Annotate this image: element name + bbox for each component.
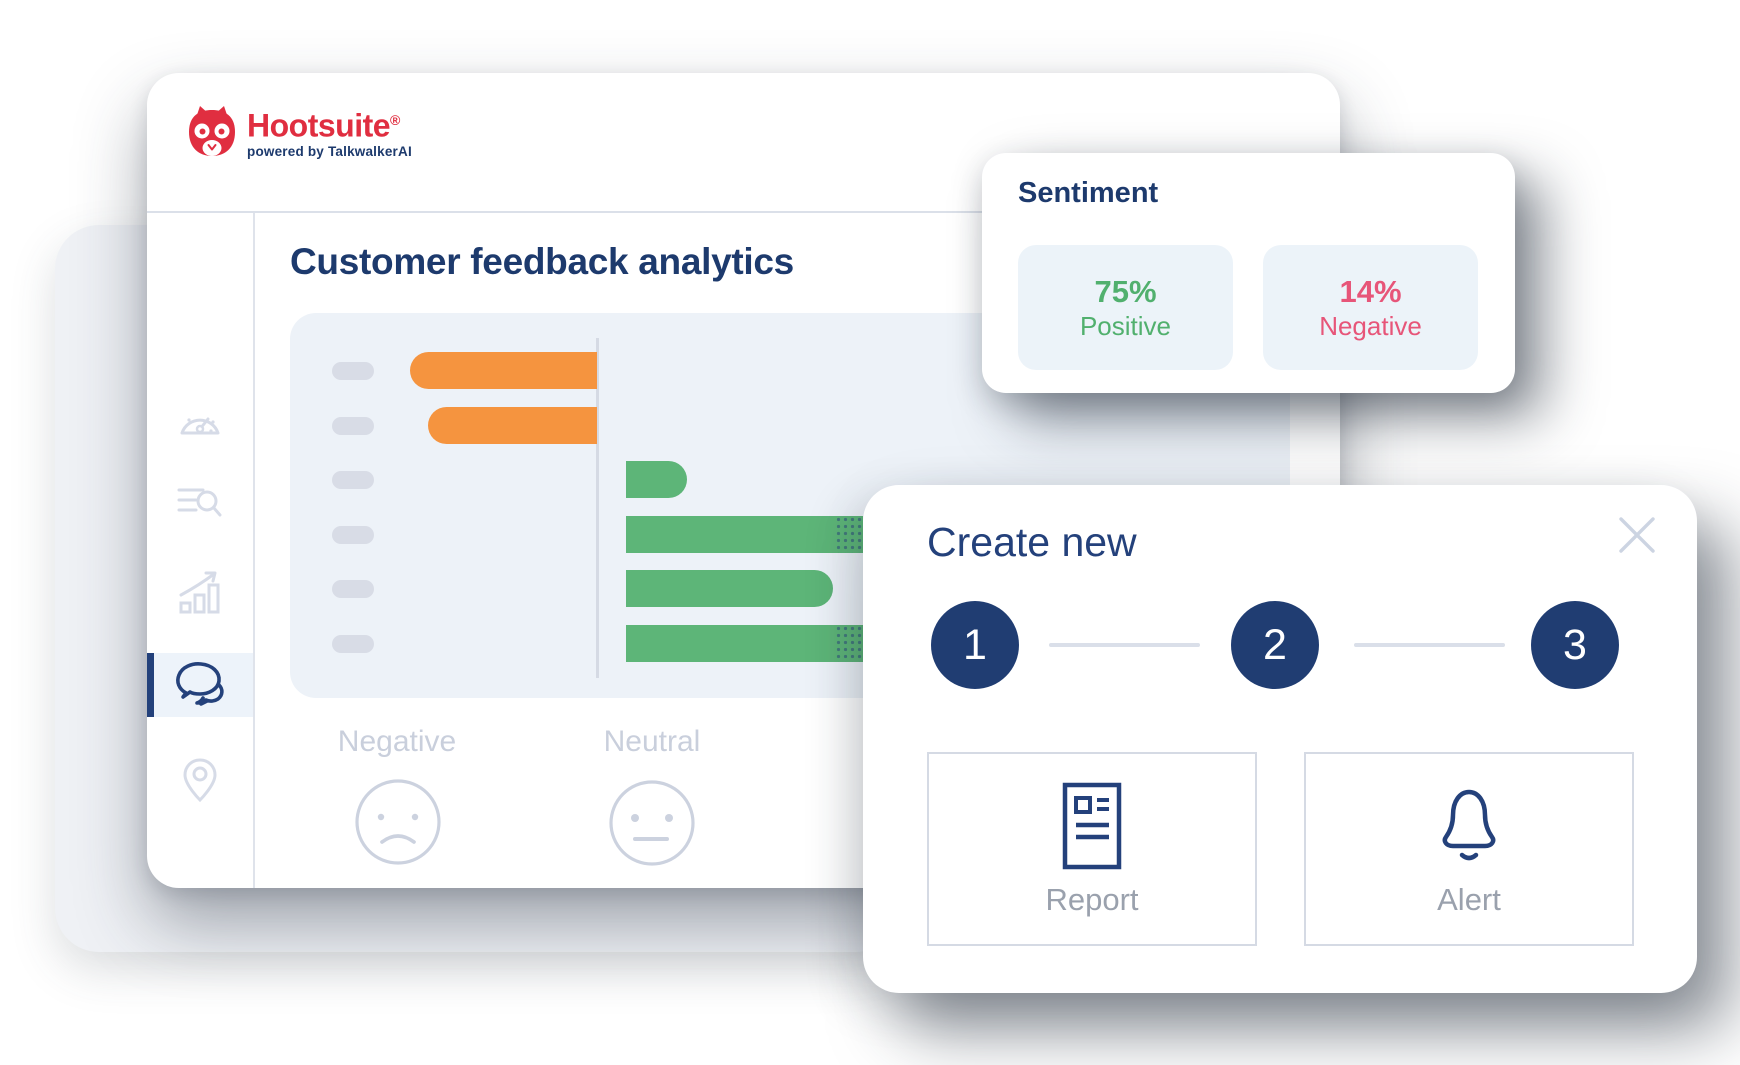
search-streams-icon bbox=[177, 488, 222, 517]
report-option-label: Report bbox=[1045, 882, 1139, 917]
conversations-chat-icon bbox=[176, 662, 224, 706]
sidebar-item-analytics[interactable] bbox=[147, 560, 253, 624]
chart-plot bbox=[290, 313, 1290, 698]
step-1-indicator[interactable]: 1 bbox=[931, 601, 1019, 689]
positive-bar bbox=[626, 570, 833, 607]
page-title: Customer feedback analytics bbox=[290, 241, 794, 282]
step-3-indicator[interactable]: 3 bbox=[1531, 601, 1619, 689]
location-pin-icon bbox=[183, 758, 217, 803]
positive-percentage: 75% bbox=[1094, 273, 1157, 309]
sidebar-item-dashboard[interactable] bbox=[147, 388, 253, 452]
close-button[interactable] bbox=[1615, 513, 1659, 557]
sidebar-nav bbox=[147, 213, 255, 888]
negative-label: Negative bbox=[1319, 310, 1422, 341]
row-label-dash bbox=[332, 471, 374, 489]
sidebar-item-search-streams[interactable] bbox=[147, 470, 253, 534]
row-label-dash bbox=[332, 526, 374, 544]
sad-face-icon bbox=[350, 774, 446, 870]
active-indicator-bar bbox=[147, 653, 154, 717]
alert-option-label: Alert bbox=[1437, 882, 1501, 917]
negative-bar bbox=[428, 407, 597, 444]
positive-bar bbox=[626, 461, 687, 498]
header-divider bbox=[147, 211, 1340, 213]
brand-tagline: powered by TalkwalkerAI bbox=[247, 143, 412, 159]
chart-axis-line bbox=[596, 338, 599, 678]
step-connector bbox=[1049, 643, 1200, 647]
analytics-trend-icon bbox=[179, 571, 220, 614]
hootsuite-logo: Hootsuite® powered by TalkwalkerAI bbox=[185, 103, 412, 159]
sidebar-item-conversations[interactable] bbox=[147, 653, 253, 717]
step-connector bbox=[1354, 643, 1505, 647]
modal-title: Create new bbox=[927, 519, 1137, 565]
create-new-modal: Create new 1 2 3 Report bbox=[863, 485, 1697, 993]
positive-sentiment-stat: 75% Positive bbox=[1018, 245, 1233, 370]
row-label-dash bbox=[332, 417, 374, 435]
category-label-neutral: Neutral bbox=[603, 725, 701, 758]
step-2-indicator[interactable]: 2 bbox=[1231, 601, 1319, 689]
alert-option-tile[interactable]: Alert bbox=[1304, 752, 1634, 946]
halftone-dots-decoration bbox=[835, 625, 865, 662]
halftone-dots-decoration bbox=[835, 516, 865, 553]
negative-bar bbox=[410, 352, 597, 389]
bell-icon bbox=[1431, 780, 1507, 872]
sentiment-card: Sentiment 75% Positive 14% Negative bbox=[982, 153, 1515, 393]
report-document-icon bbox=[1062, 780, 1122, 872]
brand-wordmark: Hootsuite® bbox=[247, 107, 400, 144]
category-label-negative: Negative bbox=[337, 725, 457, 758]
positive-bar bbox=[626, 516, 863, 553]
hootsuite-owl-icon bbox=[189, 106, 235, 156]
row-label-dash bbox=[332, 580, 374, 598]
dashboard-gauge-icon bbox=[180, 417, 220, 435]
negative-percentage: 14% bbox=[1339, 273, 1402, 309]
sidebar-item-location[interactable] bbox=[147, 748, 253, 812]
row-label-dash bbox=[332, 635, 374, 653]
registered-mark: ® bbox=[390, 112, 400, 128]
report-option-tile[interactable]: Report bbox=[927, 752, 1257, 946]
negative-sentiment-stat: 14% Negative bbox=[1263, 245, 1478, 370]
close-icon bbox=[1619, 517, 1655, 553]
row-label-dash bbox=[332, 362, 374, 380]
sentiment-title: Sentiment bbox=[1018, 177, 1159, 209]
neutral-face-icon bbox=[604, 775, 700, 871]
positive-label: Positive bbox=[1079, 310, 1172, 341]
positive-bar bbox=[626, 625, 863, 662]
